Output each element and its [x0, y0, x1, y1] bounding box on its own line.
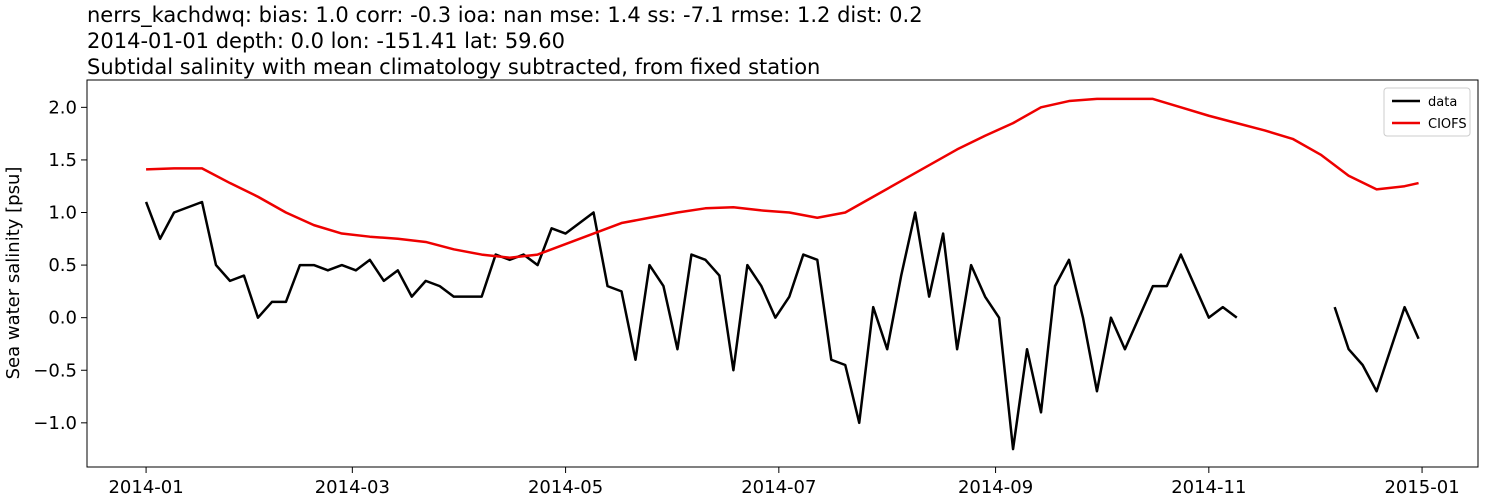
- title-line: 2014-01-01 depth: 0.0 lon: -151.41 lat: …: [87, 29, 565, 53]
- y-tick-label: −1.0: [33, 413, 77, 434]
- y-tick-label: 1.5: [48, 150, 77, 171]
- x-tick-label: 2014-05: [528, 477, 603, 498]
- y-tick-label: 1.0: [48, 203, 77, 224]
- legend-label: CIOFS: [1428, 117, 1467, 132]
- title-line: Subtidal salinity with mean climatology …: [87, 55, 820, 79]
- legend-label: data: [1428, 95, 1457, 110]
- x-tick-label: 2015-01: [1384, 477, 1459, 498]
- y-tick-label: 0.5: [48, 255, 77, 276]
- y-tick-label: 0.0: [48, 308, 77, 329]
- y-tick-label: −0.5: [33, 360, 77, 381]
- title-line: nerrs_kachdwq: bias: 1.0 corr: -0.3 ioa:…: [87, 3, 923, 28]
- plot-frame: [86, 79, 1479, 468]
- x-tick-label: 2014-03: [315, 477, 390, 498]
- x-tick-label: 2014-01: [108, 477, 183, 498]
- x-tick-label: 2014-09: [958, 477, 1033, 498]
- x-tick-label: 2014-07: [741, 477, 816, 498]
- series-line: [146, 97, 1419, 259]
- x-tick-label: 2014-11: [1171, 477, 1246, 498]
- series-line: [144, 200, 1420, 451]
- y-axis-label: Sea water salinity [psu]: [3, 167, 24, 380]
- y-tick-label: 2.0: [48, 97, 77, 118]
